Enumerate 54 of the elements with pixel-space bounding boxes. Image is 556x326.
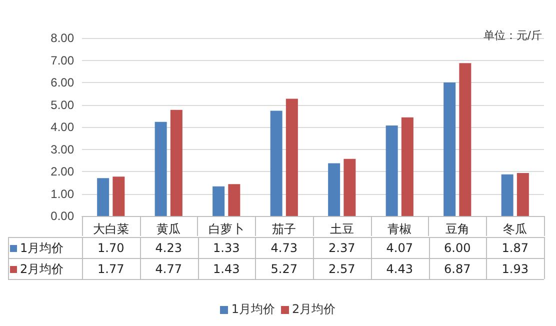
bar [501, 174, 514, 216]
y-tick-label: 4.00 [50, 120, 74, 134]
x-tick-label: 冬瓜 [503, 222, 528, 236]
bar [270, 110, 282, 216]
bar [401, 117, 414, 216]
bar [444, 82, 456, 216]
data-label: 4.43 [385, 261, 414, 278]
y-tick-label: 5.00 [50, 98, 74, 112]
bar [97, 178, 110, 216]
bar [112, 176, 125, 216]
x-tick-label: 豆角 [445, 222, 470, 236]
data-label: 1.43 [212, 261, 241, 278]
data-label: 4.73 [270, 240, 298, 257]
data-label: 6.87 [443, 261, 472, 278]
bar [170, 110, 182, 216]
bar [228, 184, 240, 216]
data-label: 1.77 [96, 261, 126, 278]
data-label: 2.37 [328, 240, 356, 257]
legend-label: 1月均价 [19, 240, 65, 257]
data-label: 6.00 [443, 240, 472, 257]
y-tick-label: 6.00 [50, 76, 74, 90]
y-tick-label: 1.00 [50, 186, 74, 201]
data-label: 1.33 [212, 240, 241, 257]
bar [154, 122, 167, 216]
data-label: 4.07 [385, 240, 414, 257]
x-tick-label: 大白菜 [92, 222, 129, 236]
data-label: 5.27 [270, 261, 298, 278]
bar [516, 173, 529, 216]
y-tick-label: 7.00 [50, 53, 74, 68]
bar [212, 186, 225, 216]
y-tick-label: 3.00 [50, 142, 74, 156]
x-tick-label: 土豆 [330, 222, 354, 236]
x-tick-label: 茄子 [272, 222, 296, 236]
x-tick-label: 白萝卜 [208, 222, 244, 236]
bar [344, 158, 356, 216]
bar [386, 125, 398, 216]
annotation: 单位：元/斤 [483, 28, 542, 43]
y-tick-label: 2.00 [50, 164, 74, 178]
data-label: 4.23 [154, 240, 183, 257]
text: 1月均价 [231, 302, 275, 316]
data-label: 1.93 [500, 261, 530, 278]
text: 2月均价 [292, 302, 336, 316]
data-label: 1.70 [96, 240, 126, 257]
data-label: 1.87 [500, 240, 530, 257]
bar [328, 163, 340, 216]
x-tick-label: 黄瓜 [156, 222, 181, 236]
data-label: 2.57 [328, 261, 356, 278]
data-label: 4.77 [154, 261, 183, 278]
y-tick-label: 0.00 [50, 209, 74, 223]
legend-label: 2月均价 [19, 261, 65, 278]
y-tick-label: 8.00 [50, 31, 74, 45]
x-tick-label: 青椒 [388, 222, 412, 236]
bar [286, 98, 298, 216]
bar [459, 63, 472, 216]
